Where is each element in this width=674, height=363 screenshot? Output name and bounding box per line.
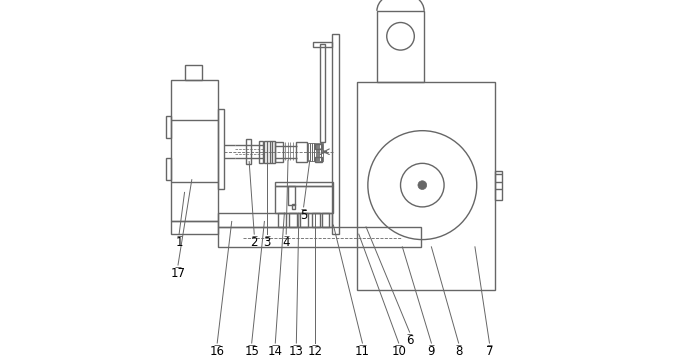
Bar <box>308 143 310 161</box>
Bar <box>171 80 218 221</box>
Bar <box>319 143 321 161</box>
Bar <box>312 143 314 161</box>
Bar <box>317 143 319 161</box>
Text: 14: 14 <box>268 345 283 358</box>
Text: 12: 12 <box>308 345 323 358</box>
Bar <box>274 142 282 162</box>
Bar <box>185 65 202 80</box>
Text: 15: 15 <box>244 345 259 358</box>
Text: 7: 7 <box>486 345 493 358</box>
Bar <box>275 182 334 186</box>
Bar <box>288 186 295 205</box>
Text: 5: 5 <box>300 209 307 222</box>
Bar <box>315 143 316 161</box>
Text: 1: 1 <box>175 236 183 249</box>
Text: 3: 3 <box>264 236 271 249</box>
Bar <box>218 213 332 227</box>
Bar <box>357 82 495 290</box>
Bar <box>321 143 323 161</box>
Bar <box>310 143 312 161</box>
Bar <box>495 171 502 200</box>
Bar <box>278 213 286 227</box>
Bar <box>218 227 421 247</box>
Bar <box>264 141 274 163</box>
Text: 11: 11 <box>355 345 370 358</box>
Bar <box>275 186 334 213</box>
Bar <box>319 44 326 142</box>
Bar <box>377 11 424 82</box>
Text: 2: 2 <box>251 236 258 249</box>
Bar <box>315 157 321 162</box>
Text: 10: 10 <box>392 345 406 358</box>
Bar <box>166 116 171 138</box>
Bar <box>313 42 332 47</box>
Text: 9: 9 <box>427 345 435 358</box>
Text: 16: 16 <box>210 345 224 358</box>
Bar <box>171 221 218 234</box>
Bar <box>315 144 321 149</box>
Text: 8: 8 <box>455 345 462 358</box>
Text: 6: 6 <box>406 334 413 347</box>
Bar <box>245 139 251 164</box>
Bar <box>292 204 295 209</box>
Bar <box>259 141 264 163</box>
Bar <box>289 213 297 227</box>
Text: 4: 4 <box>282 236 290 249</box>
Text: 13: 13 <box>289 345 304 358</box>
Bar <box>311 213 319 227</box>
Text: 17: 17 <box>171 267 185 280</box>
Bar <box>300 213 308 227</box>
Bar <box>297 142 307 162</box>
Bar <box>166 158 171 180</box>
Bar <box>322 213 329 227</box>
Circle shape <box>418 181 427 189</box>
Bar <box>218 109 224 189</box>
Bar <box>332 34 339 234</box>
